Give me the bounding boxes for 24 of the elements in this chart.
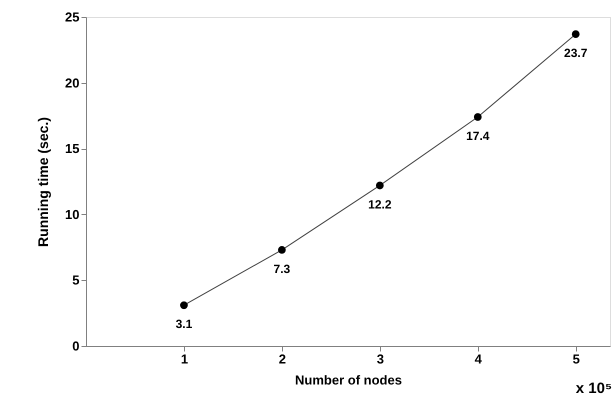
x-axis-title: Number of nodes xyxy=(295,372,402,388)
y-tick-label: 15 xyxy=(65,141,80,156)
point xyxy=(572,30,580,38)
point xyxy=(474,113,482,121)
x-tick-label: 2 xyxy=(278,352,286,366)
data-label: 3.1 xyxy=(176,317,193,332)
point xyxy=(278,246,286,254)
text: x 10⁵ xyxy=(576,380,612,397)
point xyxy=(376,182,384,190)
data-label: 12.2 xyxy=(368,197,392,212)
y-tick-label: 20 xyxy=(65,75,80,90)
x-tick-label: 1 xyxy=(180,352,188,366)
data-label: 7.3 xyxy=(274,262,291,276)
point xyxy=(180,301,188,310)
x-tick-label: 4 xyxy=(474,352,483,366)
y-tick-label: 25 xyxy=(65,10,80,24)
y-tick-label: 5 xyxy=(72,272,80,288)
x-tick-label: 5 xyxy=(572,352,580,366)
y-axis-title: Running time (sec.) xyxy=(35,117,52,247)
data-label: 17.4 xyxy=(466,129,490,144)
y-tick-label: 10 xyxy=(65,206,80,222)
y-tick-label: 0 xyxy=(72,338,80,354)
x-tick-label: 3 xyxy=(376,352,384,366)
data-label: 23.7 xyxy=(564,46,588,60)
